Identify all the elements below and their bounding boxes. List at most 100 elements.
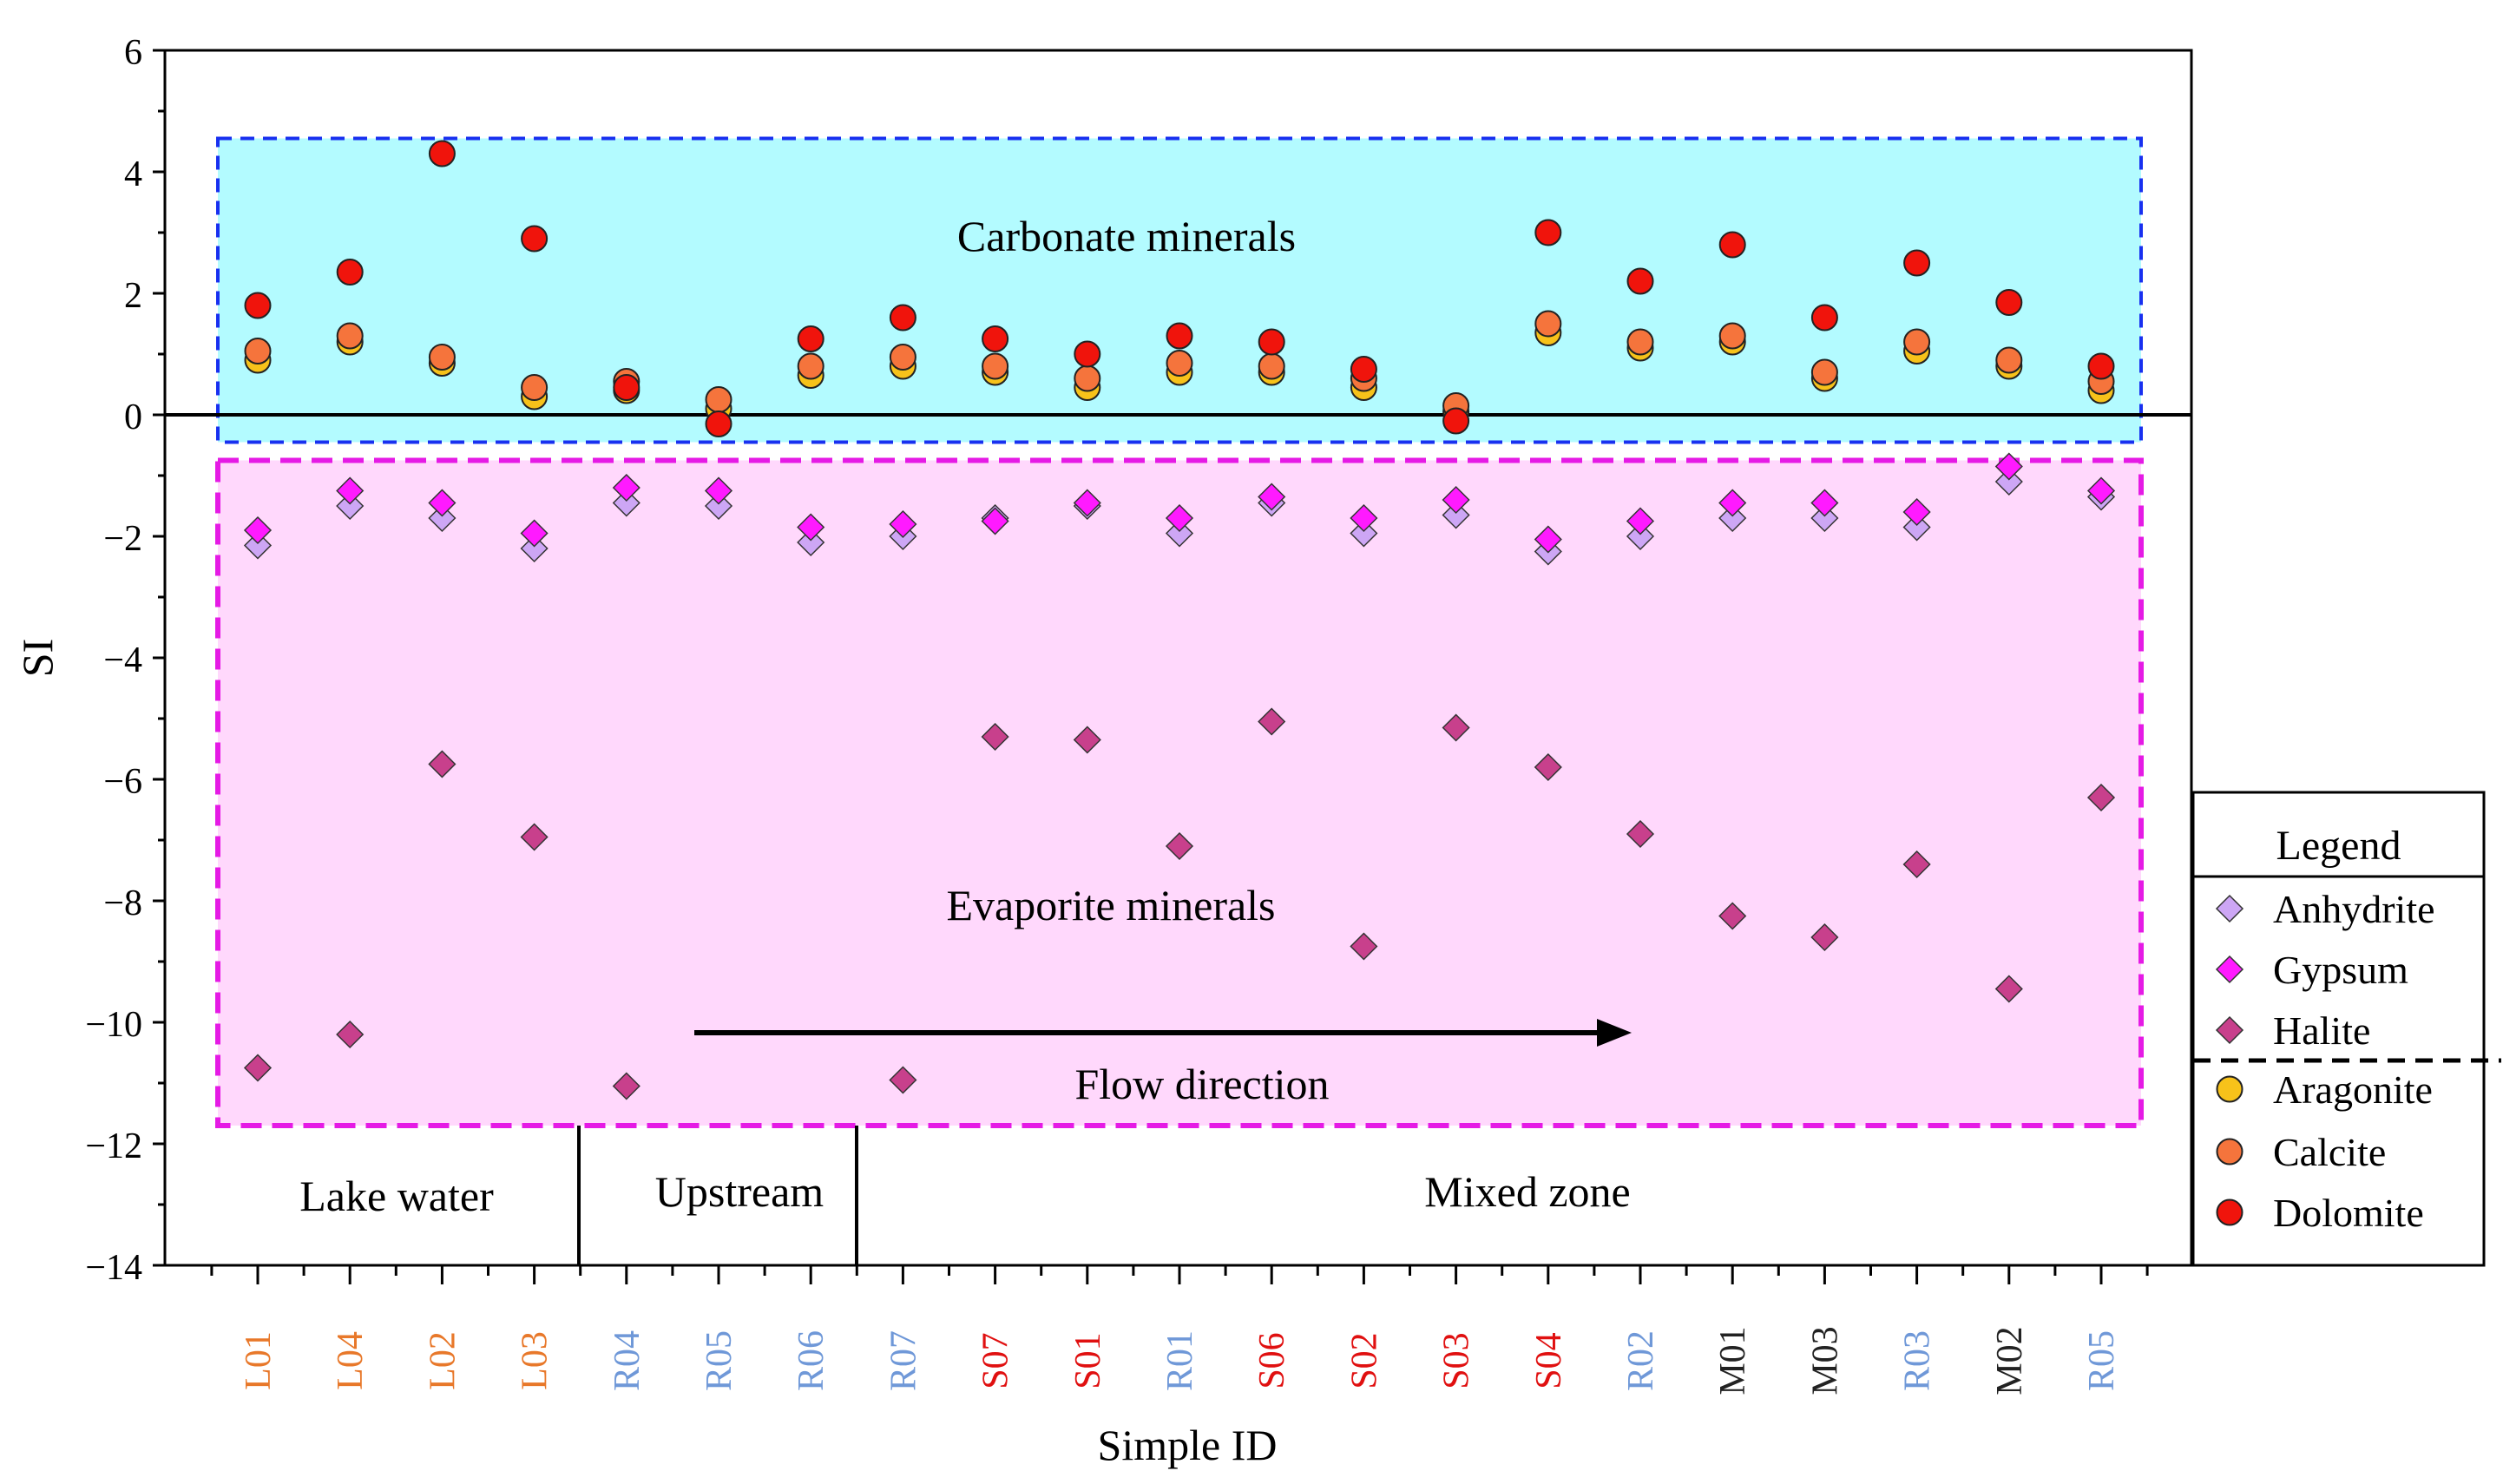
dolomite-point: [1350, 356, 1377, 383]
dolomite-point: [1442, 407, 1470, 435]
legend-marker-gypsum: [2215, 955, 2244, 984]
halite-point: [1718, 902, 1747, 930]
halite-point: [981, 722, 1009, 752]
gypsum-point: [2086, 476, 2116, 505]
dolomite-point: [889, 304, 916, 332]
halite-point: [612, 1072, 641, 1100]
carbonate-region-label: Carbonate minerals: [957, 212, 1296, 260]
y-tick-label: −6: [103, 762, 142, 802]
x-tick-label-l01: L01: [239, 1331, 279, 1390]
dolomite-point: [1995, 289, 2023, 316]
gypsum-point: [1350, 503, 1378, 533]
flow-arrow-head: [1597, 1019, 1632, 1047]
x-tick-label-l03: L03: [516, 1331, 555, 1390]
anhydrite-point: [336, 491, 365, 521]
gypsum-point: [336, 476, 365, 505]
halite-point: [2086, 783, 2116, 812]
y-tick-label: 0: [124, 397, 142, 437]
gypsum-point: [797, 513, 825, 542]
x-tick-label-r05: R05: [700, 1330, 739, 1391]
legend-marker-anhydrite: [2215, 894, 2244, 923]
gypsum-point: [981, 507, 1009, 535]
evaporite-region-label: Evaporite minerals: [946, 881, 1275, 929]
halite-point: [1810, 923, 1839, 952]
anhydrite-point: [1165, 519, 1194, 548]
dolomite-point: [613, 374, 641, 401]
legend-label-gypsum: Gypsum: [2273, 948, 2408, 992]
anhydrite-point: [243, 531, 273, 560]
calcite-point: [1258, 352, 1285, 380]
x-axis-title: Simple ID: [1098, 1421, 1278, 1469]
y-tick-label: −10: [85, 1005, 142, 1045]
gypsum-point: [1718, 489, 1747, 517]
zone-label-upstream: Upstream: [655, 1167, 824, 1216]
dolomite-point: [1718, 231, 1746, 259]
evaporite-region: [215, 457, 2144, 1128]
dolomite-point: [336, 259, 364, 286]
dolomite-point: [1626, 267, 1654, 295]
legend-label-anhydrite: Anhydrite: [2273, 887, 2435, 931]
anhydrite-point: [704, 491, 733, 521]
x-tick-label-l02: L02: [423, 1331, 463, 1390]
x-tick-label-s06: S06: [1252, 1332, 1292, 1389]
halite-point: [889, 1066, 917, 1094]
dolomite-point: [521, 225, 549, 253]
anhydrite-point: [1994, 467, 2023, 496]
legend-marker-calcite: [2216, 1138, 2244, 1166]
y-axis-title: SI: [13, 639, 62, 677]
anhydrite-point: [1902, 513, 1931, 542]
gypsum-point: [1073, 489, 1101, 517]
halite-point: [1258, 707, 1286, 736]
x-tick-label-r06: R06: [792, 1330, 831, 1391]
dolomite-point: [1534, 219, 1562, 246]
calcite-point: [1074, 364, 1101, 392]
legend-marker-aragonite: [2216, 1075, 2244, 1103]
x-tick-label-r07: R07: [884, 1330, 923, 1391]
anhydrite-point: [1442, 501, 1470, 529]
calcite-point: [1903, 328, 1931, 356]
halite-point: [1442, 713, 1470, 742]
legend-marker-dolomite: [2216, 1198, 2244, 1226]
y-axis: 6 4 2 0 −2 −4 −6 −8 −10 −12 −14: [85, 33, 165, 1288]
gypsum-point: [704, 476, 733, 505]
calcite-point: [336, 322, 364, 350]
anhydrite-point: [797, 528, 825, 557]
y-tick-label: −4: [103, 640, 142, 680]
x-tick-label-r01: R01: [1160, 1330, 1200, 1391]
x-tick-label-r03: R03: [1898, 1330, 1938, 1391]
calcite-point: [1995, 346, 2023, 374]
x-tick-label-r02: R02: [1621, 1330, 1661, 1391]
x-tick-label-l04: L04: [331, 1331, 371, 1390]
halite-point: [1534, 752, 1562, 782]
gypsum-point: [1626, 507, 1655, 535]
gypsum-point: [889, 509, 917, 539]
halite-point: [243, 1054, 273, 1082]
halite-point: [336, 1020, 365, 1049]
data-points: [243, 140, 2116, 1100]
zone-label-mixed-zone: Mixed zone: [1424, 1167, 1630, 1216]
legend-title: Legend: [2276, 823, 2401, 869]
x-tick-label-s04: S04: [1529, 1332, 1569, 1389]
x-tick-label-m02: M02: [1990, 1326, 2030, 1395]
dolomite-point: [1074, 340, 1101, 368]
anhydrite-point: [428, 503, 457, 533]
dolomite-point: [982, 325, 1009, 352]
calcite-point: [889, 344, 916, 371]
gypsum-point: [1258, 483, 1286, 511]
legend-label-calcite: Calcite: [2273, 1130, 2386, 1174]
calcite-point: [1626, 328, 1654, 356]
anhydrite-point: [612, 489, 641, 517]
calcite-point: [521, 374, 549, 401]
y-tick-label: 2: [124, 276, 142, 316]
legend-marker-halite: [2215, 1015, 2244, 1045]
dolomite-point: [244, 292, 272, 319]
x-tick-label-m01: M01: [1713, 1326, 1753, 1395]
x-tick-label-m03: M03: [1805, 1326, 1845, 1395]
calcite-point: [1166, 350, 1193, 377]
calcite-point: [705, 386, 733, 413]
gypsum-point: [1902, 497, 1931, 527]
x-tick-label-s03: S03: [1437, 1332, 1477, 1389]
legend-label-aragonite: Aragonite: [2273, 1067, 2433, 1112]
halite-point: [1626, 819, 1655, 849]
